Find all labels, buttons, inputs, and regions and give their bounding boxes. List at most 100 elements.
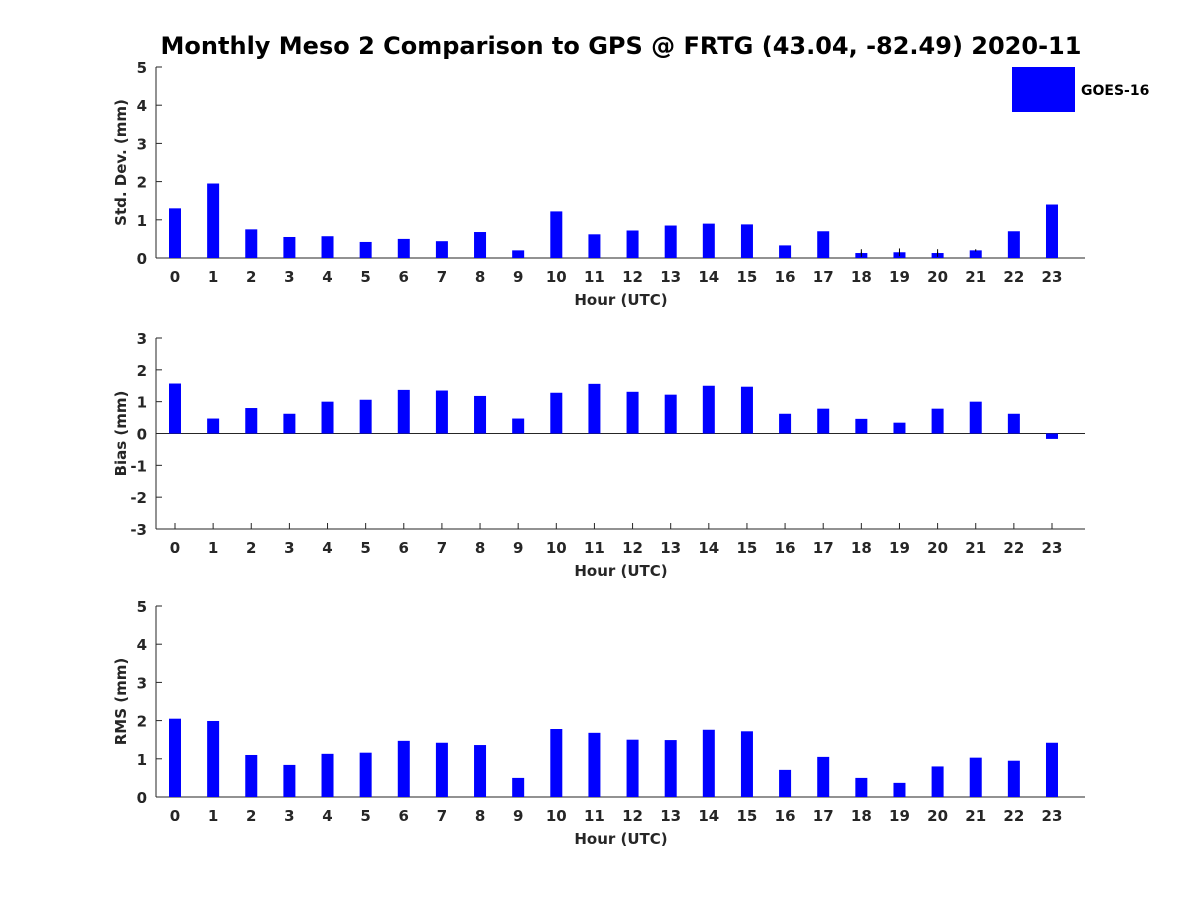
- x-tick-label: 1: [208, 539, 218, 557]
- bar-hour-10: [550, 392, 563, 434]
- x-tick-label: 11: [584, 539, 605, 557]
- bar-hour-17: [817, 408, 830, 434]
- y-tick-label: 2: [137, 713, 147, 731]
- x-tick-label: 11: [584, 807, 605, 825]
- bar-hour-14: [702, 729, 715, 797]
- x-axis-label: Hour (UTC): [574, 291, 667, 309]
- y-tick-label: 1: [137, 751, 147, 769]
- bar-hour-18: [855, 777, 868, 797]
- x-tick-label: 14: [698, 539, 719, 557]
- x-tick-label: 0: [170, 539, 180, 557]
- bar-hour-11: [588, 732, 601, 797]
- bar-hour-0: [169, 208, 181, 258]
- bar-hour-11: [588, 234, 601, 258]
- bar-hour-8: [474, 395, 487, 434]
- bar-hour-18: [855, 418, 868, 434]
- x-tick-label: 6: [399, 807, 409, 825]
- bar-hour-9: [512, 418, 525, 434]
- x-tick-label: 16: [775, 807, 796, 825]
- bar-hour-15: [740, 224, 753, 258]
- bar-hour-3: [283, 764, 296, 797]
- bar-hour-10: [550, 729, 563, 797]
- bar-hour-1: [207, 183, 220, 258]
- x-tick-label: 8: [475, 268, 485, 286]
- bar-hour-10: [550, 211, 563, 258]
- y-tick-label: 2: [137, 174, 147, 192]
- x-tick-label: 7: [437, 539, 447, 557]
- x-tick-label: 8: [475, 807, 485, 825]
- bar-hour-1: [207, 720, 220, 797]
- x-tick-label: 16: [775, 539, 796, 557]
- y-tick-label: 0: [137, 426, 147, 444]
- x-tick-label: 5: [360, 807, 370, 825]
- y-tick-label: 0: [137, 789, 147, 807]
- bar-hour-22: [1007, 231, 1020, 258]
- bar-hour-6: [397, 389, 410, 434]
- y-tick-label: 5: [137, 59, 147, 77]
- bar-hour-20: [931, 766, 944, 797]
- x-tick-label: 13: [660, 807, 681, 825]
- bar-hour-6: [397, 740, 410, 797]
- bar-hour-1: [207, 418, 220, 434]
- x-axis-label: Hour (UTC): [574, 562, 667, 580]
- bar-hour-16: [779, 769, 792, 797]
- x-tick-label: 0: [170, 807, 180, 825]
- bar-hour-14: [702, 223, 715, 258]
- y-tick-label: 1: [137, 212, 147, 230]
- bar-hour-20: [931, 408, 944, 434]
- x-tick-label: 2: [246, 807, 256, 825]
- bar-hour-17: [817, 231, 830, 258]
- x-tick-label: 19: [889, 807, 910, 825]
- x-tick-label: 11: [584, 268, 605, 286]
- bar-hour-7: [435, 241, 448, 258]
- x-tick-label: 21: [965, 268, 986, 286]
- x-tick-label: 10: [546, 268, 567, 286]
- bar-hour-23: [1045, 204, 1058, 258]
- y-tick-label: 3: [137, 674, 147, 692]
- bar-hour-12: [626, 230, 639, 258]
- bar-hour-7: [435, 742, 448, 797]
- x-tick-label: 17: [813, 807, 834, 825]
- bar-hour-14: [702, 385, 715, 434]
- x-tick-label: 12: [622, 268, 643, 286]
- x-tick-label: 13: [660, 268, 681, 286]
- bar-hour-19: [893, 782, 906, 797]
- y-tick-label: 3: [137, 330, 147, 348]
- bar-hour-3: [283, 413, 296, 434]
- x-tick-label: 2: [246, 268, 256, 286]
- x-tick-label: 22: [1003, 268, 1024, 286]
- bar-hour-13: [664, 225, 677, 258]
- y-tick-label: 4: [137, 636, 147, 654]
- y-axis-label: RMS (mm): [112, 658, 130, 745]
- y-tick-label: 3: [137, 135, 147, 153]
- x-tick-label: 18: [851, 807, 872, 825]
- bar-hour-21: [969, 401, 982, 434]
- y-axis-label: Std. Dev. (mm): [112, 99, 130, 226]
- x-tick-label: 6: [399, 539, 409, 557]
- x-tick-label: 3: [284, 268, 294, 286]
- bar-hour-16: [779, 245, 792, 258]
- x-tick-label: 6: [399, 268, 409, 286]
- x-tick-label: 14: [698, 807, 719, 825]
- bar-hour-21: [969, 757, 982, 797]
- x-tick-label: 21: [965, 807, 986, 825]
- bar-hour-4: [321, 236, 334, 258]
- x-tick-label: 22: [1003, 539, 1024, 557]
- x-tick-label: 22: [1003, 807, 1024, 825]
- x-axis-label: Hour (UTC): [574, 830, 667, 848]
- y-tick-label: -3: [130, 521, 147, 539]
- bar-hour-15: [740, 731, 753, 797]
- x-tick-label: 12: [622, 807, 643, 825]
- x-tick-label: 7: [437, 807, 447, 825]
- y-tick-label: -2: [130, 489, 147, 507]
- x-tick-label: 1: [208, 268, 218, 286]
- y-tick-label: 0: [137, 250, 147, 268]
- x-tick-label: 9: [513, 539, 523, 557]
- x-tick-label: 23: [1042, 807, 1063, 825]
- bar-hour-0: [169, 718, 181, 797]
- legend: GOES-16: [1012, 67, 1149, 112]
- bar-hour-5: [359, 752, 372, 797]
- x-tick-label: 21: [965, 539, 986, 557]
- x-tick-label: 9: [513, 807, 523, 825]
